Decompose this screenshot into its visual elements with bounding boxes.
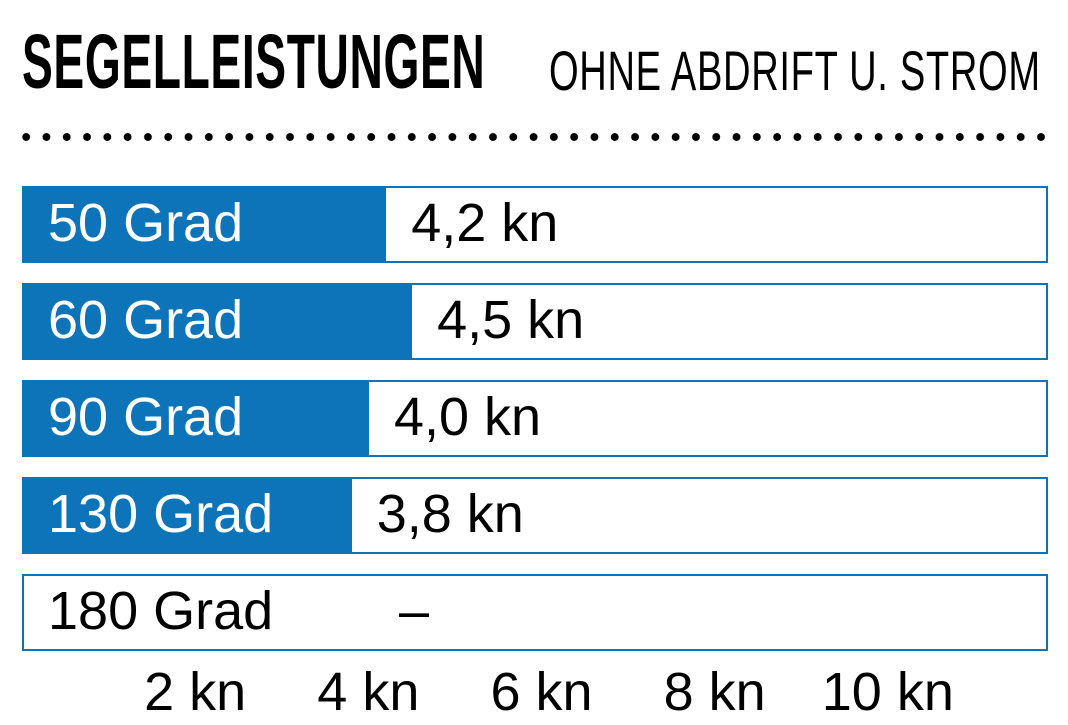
bar-value-label: 4,0 kn [393, 387, 542, 447]
x-axis-tick-label: 2 kn [144, 662, 247, 722]
bar-row: 50 Grad 4,2 kn [22, 186, 1048, 263]
bar-value-label: 4,2 kn [411, 193, 559, 253]
bar-category-label: 90 Grad [48, 387, 244, 447]
bar-row: 90 Grad 4,0 kn [22, 380, 1048, 457]
bar-value-label: 4,5 kn [437, 290, 585, 350]
bar-category-label: 180 Grad [48, 581, 274, 641]
chart-panel: SEGELLEISTUNGEN OHNE ABDRIFT U. STROM 50… [16, 0, 1054, 719]
bar-row: 60 Grad 4,5 kn [22, 283, 1048, 360]
chart-title-sub: OHNE ABDRIFT U. STROM [549, 39, 1041, 102]
x-axis-tick-label: 8 kn [663, 662, 766, 722]
bar-row: 130 Grad 3,8 kn [22, 477, 1048, 554]
x-axis-tick-label: 10 kn [821, 662, 954, 722]
bar-category-label: 130 Grad [48, 484, 274, 544]
bar-novalue-dash: – [399, 581, 430, 641]
bar-chart: 50 Grad 4,2 kn 60 Grad 4,5 kn 90 Grad 4,0 kn 1… [22, 186, 1048, 671]
bar-fill [24, 188, 387, 261]
x-axis-tick-label: 4 kn [317, 662, 420, 722]
dotted-separator [16, 131, 1054, 143]
bar-category-label: 60 Grad [48, 290, 244, 350]
chart-title: SEGELLEISTUNGEN OHNE ABDRIFT U. STROM [22, 0, 1048, 110]
bar-value-label: 3,8 kn [376, 484, 524, 544]
bar-row: 180 Grad – [22, 574, 1048, 651]
x-axis: 2 kn 4 kn 6 kn 8 kn 10 kn [22, 665, 1048, 725]
bar-fill [24, 479, 352, 552]
bar-fill [24, 382, 369, 455]
x-axis-tick-label: 6 kn [490, 662, 593, 722]
bar-fill [24, 285, 413, 358]
chart-title-main: SEGELLEISTUNGEN [22, 19, 486, 105]
bar-category-label: 50 Grad [48, 193, 244, 253]
